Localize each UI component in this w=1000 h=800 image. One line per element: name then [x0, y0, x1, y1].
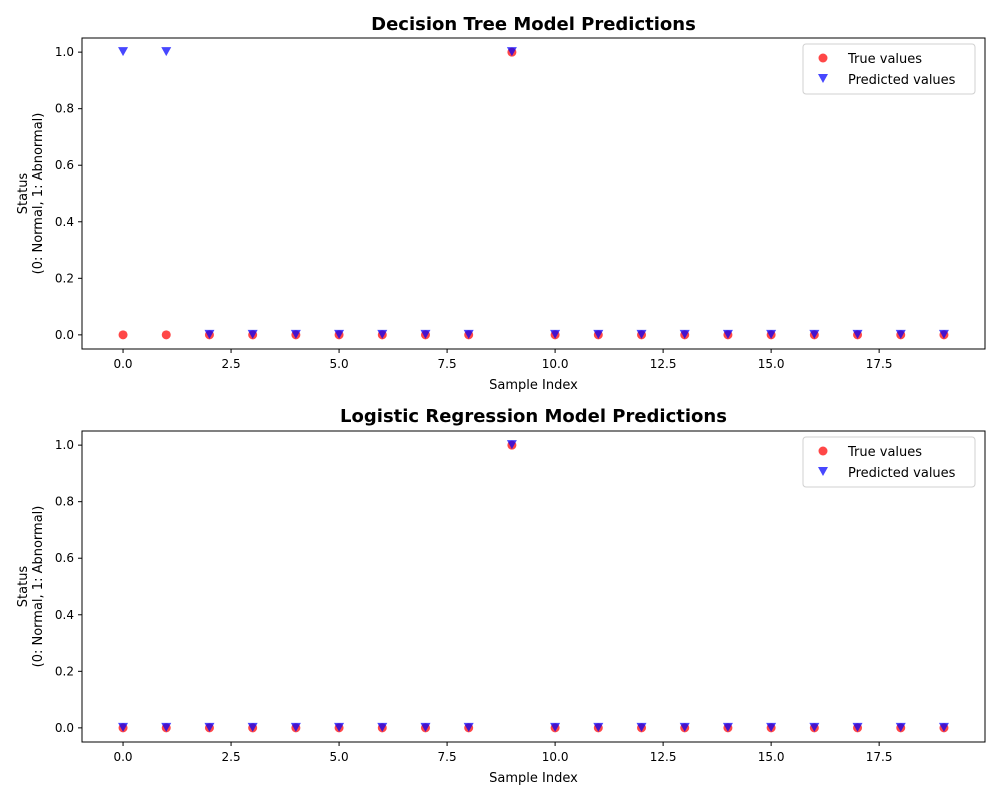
x-tick-label: 2.5 [222, 357, 241, 371]
predicted-value-point [852, 722, 863, 732]
x-tick-label: 15.0 [758, 750, 785, 764]
predicted-value-point [118, 47, 129, 57]
predicted-value-point [852, 329, 863, 339]
legend-label: Predicted values [848, 73, 956, 88]
predicted-value-point [593, 722, 604, 732]
y-tick-label: 0.8 [55, 102, 74, 116]
x-tick-label: 10.0 [542, 357, 569, 371]
x-tick-label: 17.5 [866, 750, 893, 764]
predicted-value-point [290, 329, 301, 339]
predicted-value-point [118, 722, 129, 732]
chart-title: Logistic Regression Model Predictions [340, 406, 727, 427]
predicted-value-point [506, 440, 517, 450]
predicted-value-point [809, 722, 820, 732]
chart-title: Decision Tree Model Predictions [371, 14, 696, 35]
plot-area [81, 37, 986, 350]
predicted-value-point [247, 329, 258, 339]
predicted-value-point [938, 722, 949, 732]
predicted-value-point [161, 47, 172, 57]
predicted-value-point [334, 722, 345, 732]
legend-circle-marker [818, 53, 828, 63]
x-axis-label: Sample Index [489, 378, 578, 393]
predicted-value-point [722, 329, 733, 339]
x-tick-label: 12.5 [650, 357, 677, 371]
x-tick-label: 7.5 [438, 750, 457, 764]
y-axis-label: Status(0: Normal, 1: Abnormal) [16, 113, 46, 275]
x-tick-label: 15.0 [758, 357, 785, 371]
legend: True values Predicted values [802, 43, 976, 95]
y-tick-label: 0.2 [55, 271, 74, 285]
predicted-value-point [247, 722, 258, 732]
legend-circle-marker [818, 446, 828, 456]
y-tick-label: 0.0 [55, 328, 74, 342]
y-tick-label: 0.6 [55, 158, 74, 172]
series-predicted-values [118, 440, 949, 732]
legend-label: True values [847, 445, 922, 460]
y-tick-label: 1.0 [55, 45, 74, 59]
y-tick-label: 0.4 [55, 215, 74, 229]
predicted-value-point [593, 329, 604, 339]
x-axis-label: Sample Index [489, 771, 578, 786]
predicted-value-point [377, 722, 388, 732]
predicted-value-point [809, 329, 820, 339]
x-tick-label: 0.0 [113, 357, 132, 371]
true-value-point [161, 330, 171, 340]
plot-area [81, 430, 986, 743]
predicted-value-point [377, 329, 388, 339]
legend-triangle-marker [818, 74, 828, 83]
y-tick-label: 0.0 [55, 721, 74, 735]
predicted-value-point [895, 329, 906, 339]
y-axis-label-line: Status [16, 173, 31, 215]
predicted-value-point [766, 722, 777, 732]
predicted-value-point [463, 722, 474, 732]
chart-panel-1: Decision Tree Model Predictions 0.0 2.5 5.0… [16, 14, 986, 393]
x-tick-label: 0.0 [113, 750, 132, 764]
legend-label: Predicted values [848, 466, 956, 481]
x-tick-label: 5.0 [330, 357, 349, 371]
predicted-value-point [938, 329, 949, 339]
chart-panel-2: Logistic Regression Model Predictions 0.0… [16, 406, 986, 786]
predicted-value-point [463, 329, 474, 339]
y-axis-label-line: Status [16, 566, 31, 608]
predicted-value-point [161, 722, 172, 732]
y-tick-label: 0.2 [55, 664, 74, 678]
y-tick-label: 0.8 [55, 495, 74, 509]
x-tick-label: 17.5 [866, 357, 893, 371]
legend-box [802, 436, 976, 488]
x-tick-label: 10.0 [542, 750, 569, 764]
predicted-value-point [895, 722, 906, 732]
y-axis-label-line: (0: Normal, 1: Abnormal) [31, 506, 46, 668]
x-tick-label: 7.5 [438, 357, 457, 371]
predicted-value-point [766, 329, 777, 339]
predicted-value-point [204, 722, 215, 732]
legend-box [802, 43, 976, 95]
y-axis-label-line: (0: Normal, 1: Abnormal) [31, 113, 46, 275]
series-predicted-values [118, 47, 949, 339]
predicted-value-point [204, 329, 215, 339]
predicted-value-point [334, 329, 345, 339]
predicted-value-point [722, 722, 733, 732]
predicted-value-point [420, 722, 431, 732]
legend: True values Predicted values [802, 436, 976, 488]
predicted-value-point [506, 47, 517, 57]
predicted-value-point [636, 329, 647, 339]
predicted-value-point [420, 329, 431, 339]
predicted-value-point [550, 329, 561, 339]
y-tick-label: 1.0 [55, 438, 74, 452]
predicted-value-point [679, 722, 690, 732]
y-axis-label: Status(0: Normal, 1: Abnormal) [16, 506, 46, 668]
x-tick-label: 2.5 [222, 750, 241, 764]
y-tick-label: 0.6 [55, 551, 74, 565]
legend-label: True values [847, 52, 922, 67]
y-tick-label: 0.4 [55, 608, 74, 622]
predicted-value-point [550, 722, 561, 732]
x-tick-label: 12.5 [650, 750, 677, 764]
x-tick-label: 5.0 [330, 750, 349, 764]
predicted-value-point [290, 722, 301, 732]
predicted-value-point [636, 722, 647, 732]
true-value-point [118, 330, 128, 340]
predicted-value-point [679, 329, 690, 339]
legend-triangle-marker [818, 467, 828, 476]
